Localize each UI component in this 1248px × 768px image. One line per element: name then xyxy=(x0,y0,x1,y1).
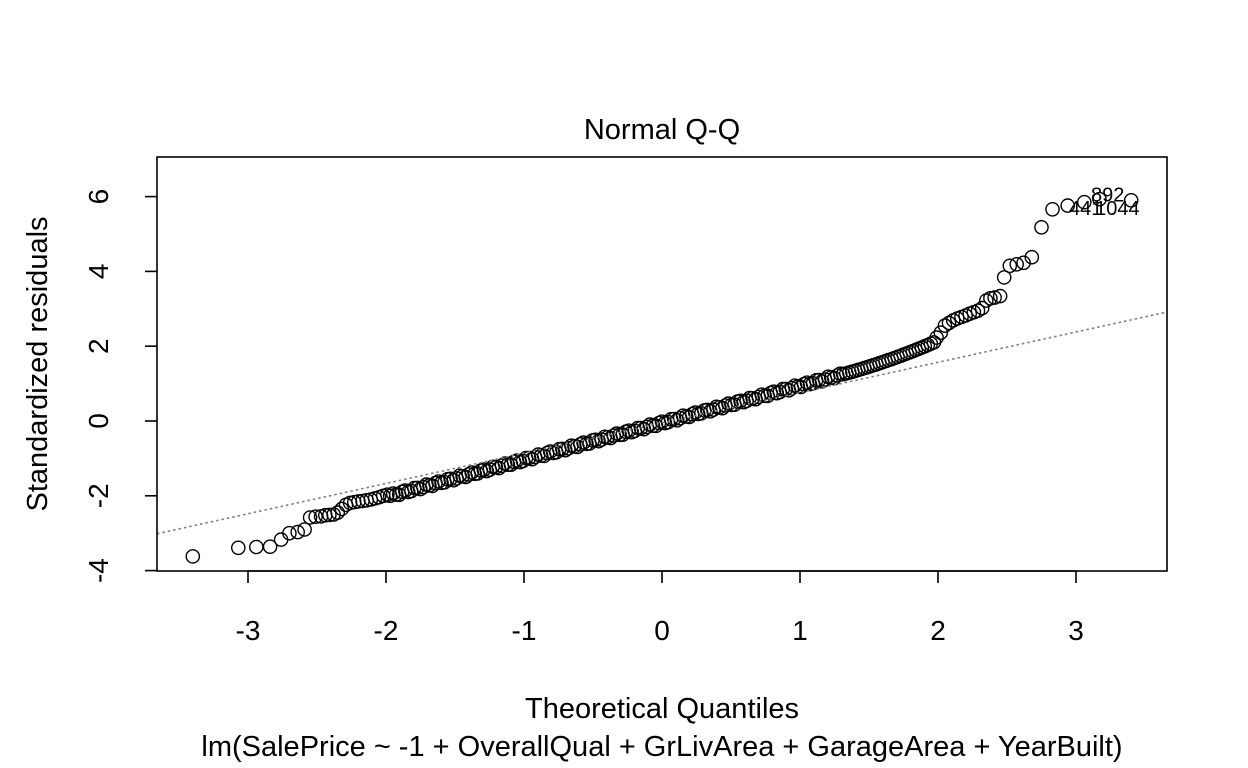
qq-point xyxy=(1077,194,1092,210)
qq-point xyxy=(929,330,944,345)
qq-point xyxy=(941,315,957,331)
qq-reference-line xyxy=(156,311,1168,535)
qq-point xyxy=(297,522,312,537)
x-tick-label: -1 xyxy=(512,615,537,646)
qq-point xyxy=(1060,198,1075,213)
reference-line-layer xyxy=(156,311,1168,535)
qq-point xyxy=(937,318,953,333)
qq-point xyxy=(1002,258,1018,274)
qq-point xyxy=(1034,219,1049,235)
qq-point xyxy=(273,532,289,547)
qq-point xyxy=(308,509,323,525)
y-axis: -4 -2 0 2 4 6 xyxy=(83,189,157,583)
y-tick-label: 2 xyxy=(83,338,114,354)
x-axis-label: Theoretical Quantiles xyxy=(525,693,799,725)
y-axis-label: Standardized residuals xyxy=(22,216,54,511)
x-tick-label: 1 xyxy=(792,615,808,646)
qq-point xyxy=(282,525,297,541)
point-id-label: 892 xyxy=(1091,185,1124,207)
y-tick-label: -2 xyxy=(83,483,114,508)
qq-point xyxy=(1092,191,1107,207)
point-id-label: 1044 xyxy=(1095,198,1140,220)
plot-frame xyxy=(156,156,1168,572)
qq-point xyxy=(302,510,318,525)
qq-point xyxy=(996,270,1012,285)
qq-point xyxy=(987,290,1002,305)
points-layer xyxy=(185,191,1139,564)
x-tick-label: 0 xyxy=(654,615,670,646)
y-tick-label: 0 xyxy=(83,413,114,429)
point-id-label: 441 xyxy=(1069,198,1102,220)
qq-point xyxy=(248,539,264,555)
qq-point xyxy=(185,549,201,564)
qq-point xyxy=(230,540,246,556)
qq-point xyxy=(1123,192,1139,208)
y-tick-label: 6 xyxy=(83,189,114,205)
qq-point xyxy=(1024,249,1040,265)
qq-point xyxy=(933,325,949,341)
qq-point xyxy=(1016,255,1031,271)
x-tick-label: 3 xyxy=(1068,615,1084,646)
x-tick-label: 2 xyxy=(930,615,946,646)
qq-point xyxy=(262,539,278,555)
x-axis: -3 -2 -1 0 1 2 3 xyxy=(236,570,1084,646)
y-tick-label: -4 xyxy=(83,558,114,583)
chart-subtitle: lm(SalePrice ~ -1 + OverallQual + GrLivA… xyxy=(201,731,1122,763)
qq-point xyxy=(330,505,346,520)
chart-title: Normal Q-Q xyxy=(584,114,740,146)
qq-point xyxy=(1045,201,1060,217)
qq-point xyxy=(290,524,306,540)
qq-point xyxy=(974,300,990,316)
qq-point xyxy=(1009,256,1025,272)
qq-point xyxy=(970,303,986,319)
x-tick-label: -3 xyxy=(236,615,261,646)
y-tick-label: 4 xyxy=(83,264,114,280)
x-tick-label: -2 xyxy=(374,615,399,646)
qq-point xyxy=(992,288,1008,304)
qq-point xyxy=(322,507,337,523)
